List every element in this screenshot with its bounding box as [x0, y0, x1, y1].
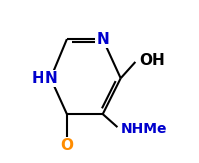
Text: OH: OH — [139, 53, 165, 68]
Text: N: N — [96, 32, 109, 47]
Text: O: O — [60, 138, 73, 153]
Text: N: N — [44, 71, 57, 86]
Text: H: H — [31, 71, 44, 86]
Text: NHMe: NHMe — [121, 122, 167, 136]
